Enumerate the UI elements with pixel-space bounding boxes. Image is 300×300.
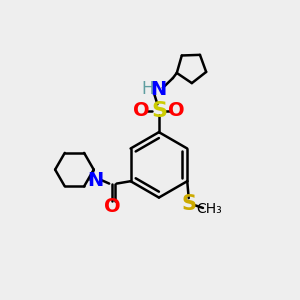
Text: S: S <box>151 101 167 121</box>
Text: O: O <box>168 101 184 120</box>
Text: H: H <box>142 80 154 98</box>
Text: N: N <box>88 170 104 190</box>
Text: O: O <box>134 101 150 120</box>
Text: S: S <box>181 194 196 214</box>
Text: O: O <box>104 197 121 216</box>
Text: N: N <box>150 80 166 99</box>
Text: CH₃: CH₃ <box>196 202 222 216</box>
